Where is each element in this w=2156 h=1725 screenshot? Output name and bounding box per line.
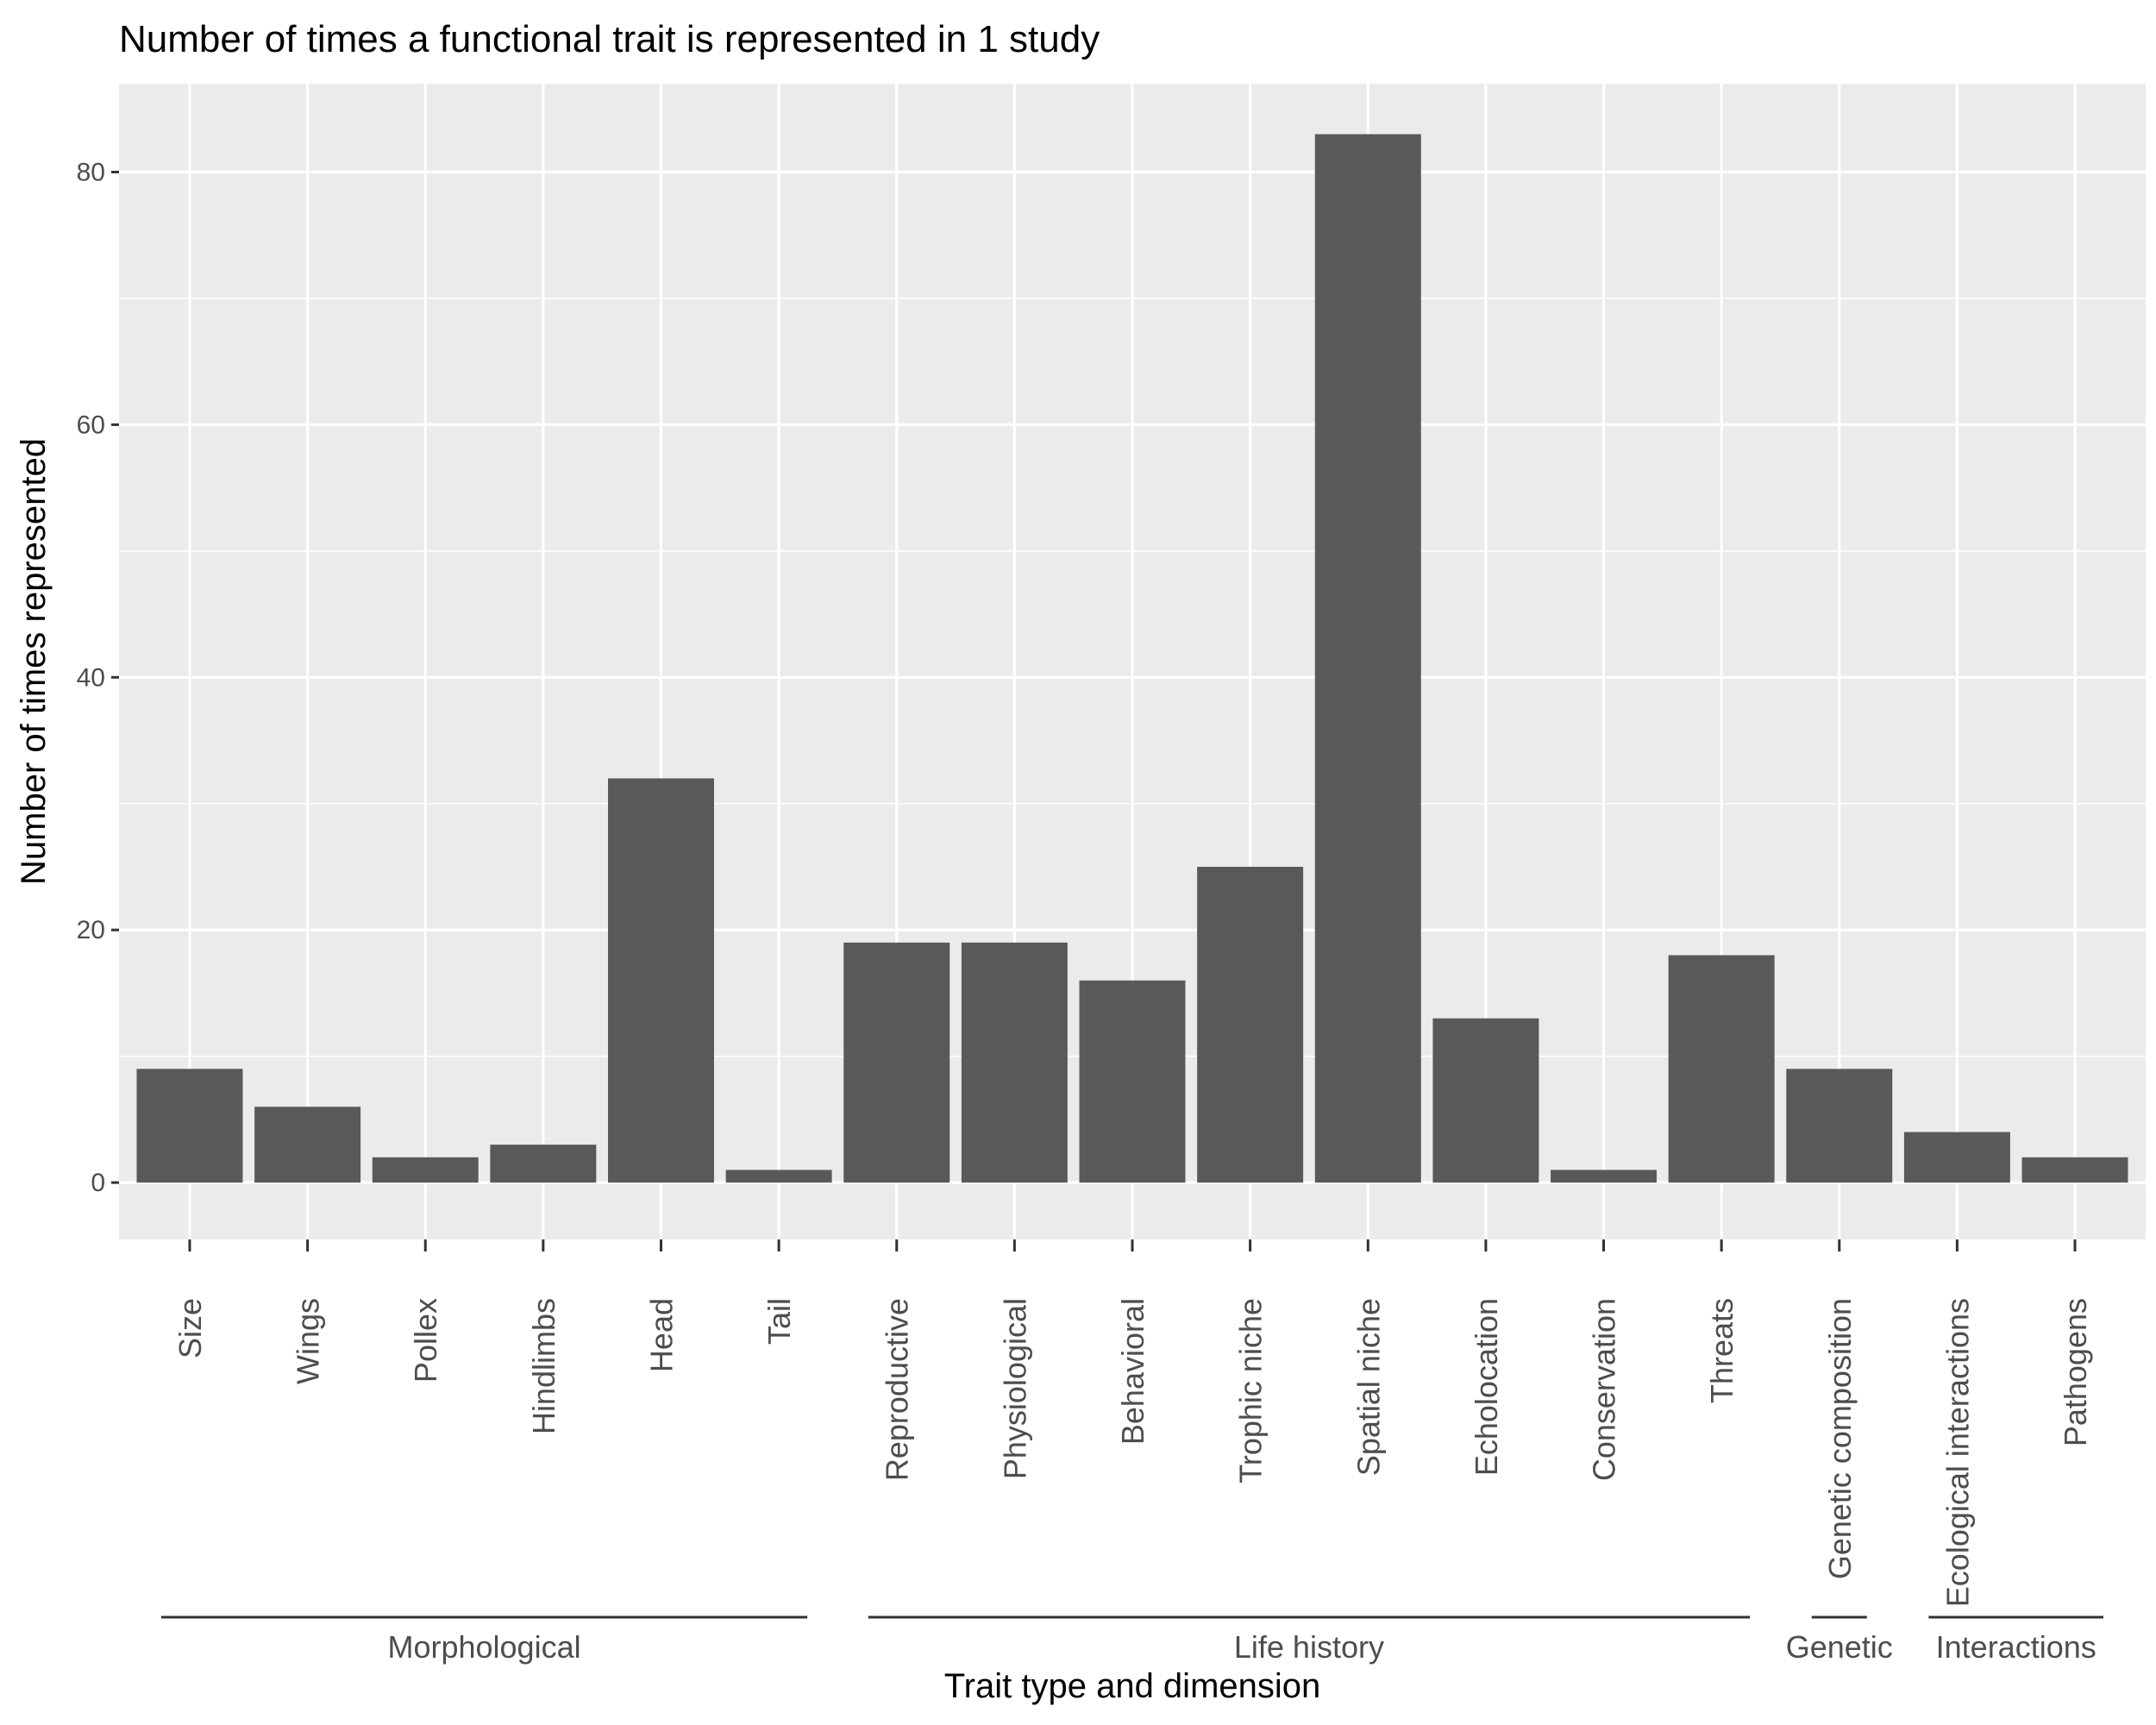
x-tick-label-hindlimbs: Hindlimbs xyxy=(526,1298,561,1434)
x-tick-label-spatial-niche: Spatial niche xyxy=(1351,1298,1386,1476)
bar-ecological-interactions xyxy=(1903,1132,2010,1183)
bar-reproductive xyxy=(843,942,950,1183)
bar-tail xyxy=(725,1170,832,1183)
bar-physiological xyxy=(961,942,1068,1183)
x-axis: Size Wings Pollex Hindlimbs Head Tail Reproduc… xyxy=(172,1239,2093,1607)
chart-title: Number of times a functional trait is re… xyxy=(119,18,1100,60)
x-tick-label-pathogens: Pathogens xyxy=(2058,1298,2093,1446)
x-tick-label-tail: Tail xyxy=(761,1298,797,1345)
bar-genetic-composition xyxy=(1786,1069,1893,1183)
y-tick-label: 20 xyxy=(77,916,105,944)
group-layer: Morphological Life history Genetic Interact… xyxy=(160,1615,2104,1665)
bar-layer xyxy=(136,134,2128,1183)
bar-threats xyxy=(1668,955,1775,1183)
group-label-genetic: Genetic xyxy=(1786,1629,1893,1665)
y-tick-label: 0 xyxy=(91,1169,105,1197)
x-tick-label-trophic-niche: Trophic niche xyxy=(1233,1298,1269,1484)
bar-echolocation xyxy=(1432,1018,1539,1183)
x-tick-label-ecological-interactions: Ecological interactions xyxy=(1940,1298,1975,1607)
x-tick-label-reproductive: Reproductive xyxy=(880,1298,915,1481)
x-tick-label-wings: Wings xyxy=(291,1298,326,1384)
x-tick-label-pollex: Pollex xyxy=(408,1298,443,1383)
x-axis-title: Trait type and dimension xyxy=(944,1667,1321,1705)
group-label-morphological: Morphological xyxy=(387,1629,580,1665)
bar-hindlimbs xyxy=(490,1145,597,1183)
y-axis: 0 20 40 60 80 xyxy=(77,159,119,1197)
bar-conservation xyxy=(1551,1170,1657,1183)
x-tick-label-echolocation: Echolocation xyxy=(1469,1298,1504,1476)
x-tick-label-behavioral: Behavioral xyxy=(1115,1298,1150,1445)
y-tick-label: 40 xyxy=(77,663,105,692)
x-tick-label-threats: Threats xyxy=(1704,1298,1739,1403)
bar-size xyxy=(136,1069,243,1183)
x-tick-label-size: Size xyxy=(172,1298,208,1358)
group-label-life-history: Life history xyxy=(1234,1629,1384,1665)
x-tick-label-genetic-composition: Genetic composition xyxy=(1822,1298,1858,1579)
bar-spatial-niche xyxy=(1314,134,1421,1183)
group-label-interactions: Interactions xyxy=(1936,1629,2096,1665)
x-tick-label-head: Head xyxy=(643,1298,679,1372)
x-tick-label-physiological: Physiological xyxy=(997,1298,1032,1479)
y-tick-label: 80 xyxy=(77,159,105,187)
bar-behavioral xyxy=(1079,980,1186,1183)
bar-pollex xyxy=(372,1157,479,1183)
x-tick-label-conservation: Conservation xyxy=(1587,1298,1622,1481)
y-tick-label: 60 xyxy=(77,411,105,439)
bar-head xyxy=(608,778,714,1183)
bar-trophic-niche xyxy=(1197,866,1304,1183)
bar-pathogens xyxy=(2021,1157,2128,1183)
y-axis-title: Number of times represented xyxy=(15,438,53,885)
bar-wings xyxy=(254,1107,361,1183)
